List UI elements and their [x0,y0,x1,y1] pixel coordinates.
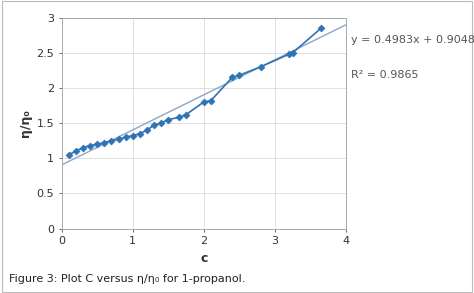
Text: R² = 0.9865: R² = 0.9865 [351,70,418,80]
Y-axis label: η/η₀: η/η₀ [19,109,32,137]
Text: y = 0.4983x + 0.9048: y = 0.4983x + 0.9048 [351,35,474,45]
Text: Figure 3: Plot C versus η/η₀ for 1-propanol.: Figure 3: Plot C versus η/η₀ for 1-propa… [9,274,246,284]
X-axis label: c: c [200,252,208,265]
